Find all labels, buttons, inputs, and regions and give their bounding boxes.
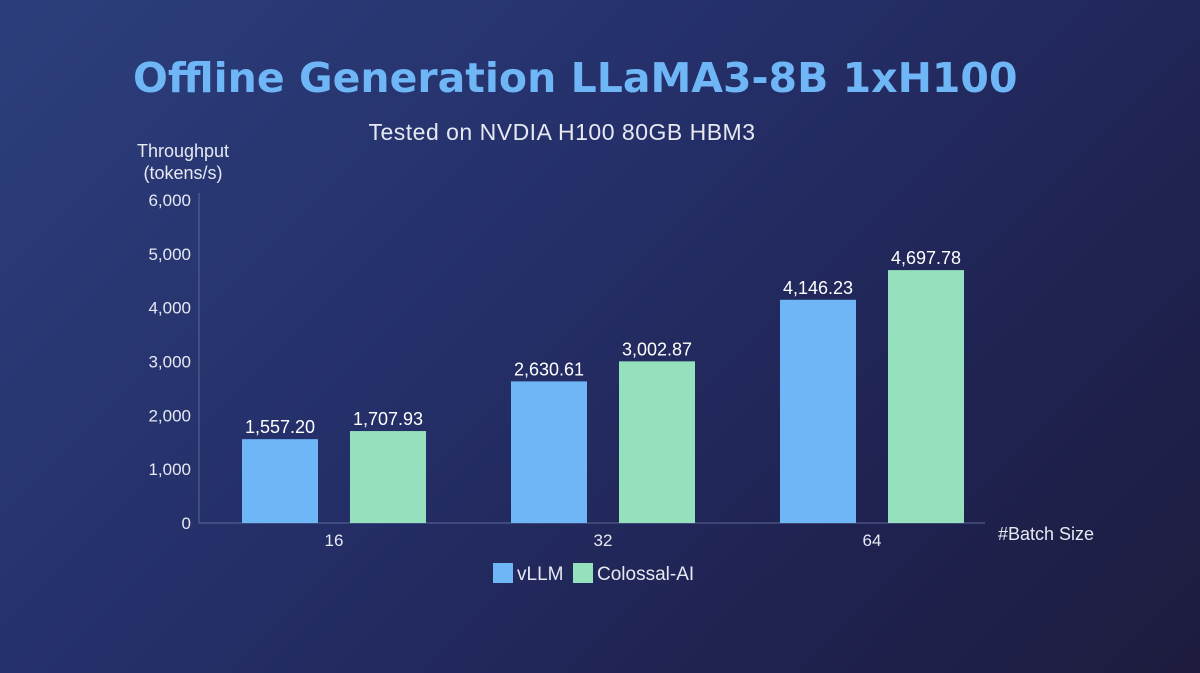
y-tick-label: 3,000 (148, 353, 191, 372)
legend-label: vLLM (517, 564, 563, 585)
bar-value-label: 3,002.87 (622, 339, 692, 359)
bar-colossal-ai (350, 431, 426, 523)
y-axis-label-line2: (tokens/s) (143, 163, 222, 183)
bar-value-label: 4,697.78 (891, 248, 961, 268)
bar-value-label: 2,630.61 (514, 359, 584, 379)
x-axis-label: #Batch Size (998, 524, 1094, 544)
x-axis-ticks: 16 32 64 (325, 531, 882, 550)
chart-subtitle: Tested on NVDIA H100 80GB HBM3 (368, 119, 755, 145)
y-tick-label: 5,000 (148, 245, 191, 264)
legend-swatch (573, 563, 593, 583)
y-axis-label-line1: Throughput (137, 141, 229, 161)
bar-colossal-ai (888, 270, 964, 523)
bar-vllm (511, 381, 587, 523)
bar-value-label: 1,557.20 (245, 417, 315, 437)
x-tick-label: 16 (325, 531, 344, 550)
chart-title: Offline Generation LLaMA3-8B 1xH100 (133, 54, 1017, 102)
legend-swatch (493, 563, 513, 583)
y-tick-label: 6,000 (148, 191, 191, 210)
bar-vllm (242, 439, 318, 523)
bars (242, 270, 964, 523)
y-tick-label: 0 (182, 514, 191, 533)
bar-value-label: 1,707.93 (353, 409, 423, 429)
legend-label: Colossal-AI (597, 564, 694, 585)
y-tick-label: 1,000 (148, 460, 191, 479)
y-tick-label: 2,000 (148, 406, 191, 425)
x-tick-label: 32 (594, 531, 613, 550)
bar-value-label: 4,146.23 (783, 278, 853, 298)
x-tick-label: 64 (863, 531, 882, 550)
legend: vLLM Colossal-AI (493, 563, 694, 585)
bar-labels: 1,557.20 2,630.61 4,146.23 1,707.93 3,002.87… (245, 248, 961, 437)
y-tick-label: 4,000 (148, 299, 191, 318)
bar-vllm (780, 299, 856, 523)
y-axis-ticks: 0 1,000 2,000 3,000 4,000 5,000 6,000 (148, 191, 191, 533)
bar-colossal-ai (619, 361, 695, 523)
